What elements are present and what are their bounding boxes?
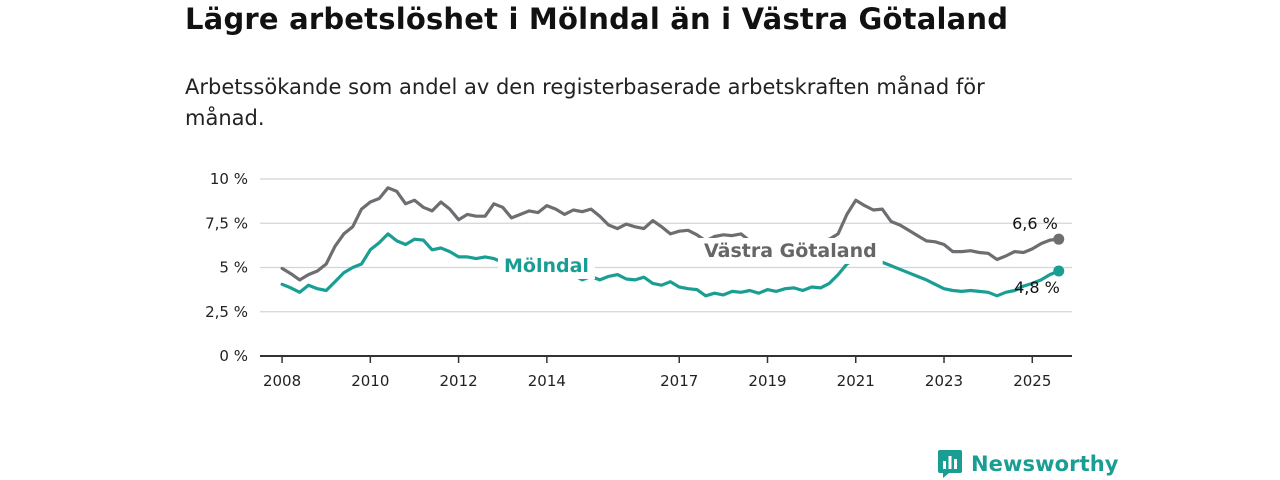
x-tick-label: 2008: [263, 372, 301, 390]
newsworthy-brand-name: Newsworthy: [971, 452, 1119, 476]
y-tick-label: 0 %: [219, 347, 248, 365]
y-axis-ticks: 0 % 2,5 % 5 % 7,5 % 10 %: [205, 170, 248, 365]
series-end-point: [1053, 265, 1065, 277]
chart-subtitle: Arbetssökande som andel av den registerb…: [185, 75, 985, 130]
series-line-v-stra-g-taland: [280, 186, 1061, 282]
x-tick-label: 2010: [351, 372, 389, 390]
x-tick-label: 2014: [528, 372, 566, 390]
x-axis-ticks: 2008 2010 2012 2014 2017 2019 2021 2023 2025: [263, 356, 1051, 390]
x-tick-label: 2021: [837, 372, 875, 390]
series-label-vastra-gotaland: Västra Götaland: [704, 240, 877, 262]
chart-title: Lägre arbetslöshet i Mölndal än i Västra…: [185, 2, 1009, 36]
y-tick-label: 7,5 %: [205, 214, 248, 232]
end-label-vastra-gotaland: 6,6 %: [1012, 214, 1058, 233]
x-tick-label: 2012: [439, 372, 477, 390]
y-tick-label: 2,5 %: [205, 303, 248, 321]
x-tick-label: 2023: [925, 372, 963, 390]
y-tick-label: 5 %: [219, 259, 248, 277]
series-label-molndal: Mölndal: [504, 255, 589, 277]
x-tick-label: 2019: [748, 372, 786, 390]
y-tick-label: 10 %: [210, 170, 248, 188]
x-tick-label: 2017: [660, 372, 698, 390]
series-labels: Mölndal Västra Götaland 6,6 % 4,8 %: [498, 214, 1060, 297]
label-halo: [498, 253, 595, 279]
end-label-molndal: 4,8 %: [1014, 278, 1060, 297]
series-line-m-lndal: [280, 232, 1061, 298]
series-lines: [280, 186, 1065, 298]
series-end-point: [1053, 233, 1065, 245]
grid-lines: [260, 178, 1072, 357]
newsworthy-brand: Newsworthy: [937, 449, 1119, 479]
x-tick-label: 2025: [1013, 372, 1051, 390]
label-halo: [698, 238, 883, 264]
newsworthy-logo-icon: [938, 450, 962, 478]
